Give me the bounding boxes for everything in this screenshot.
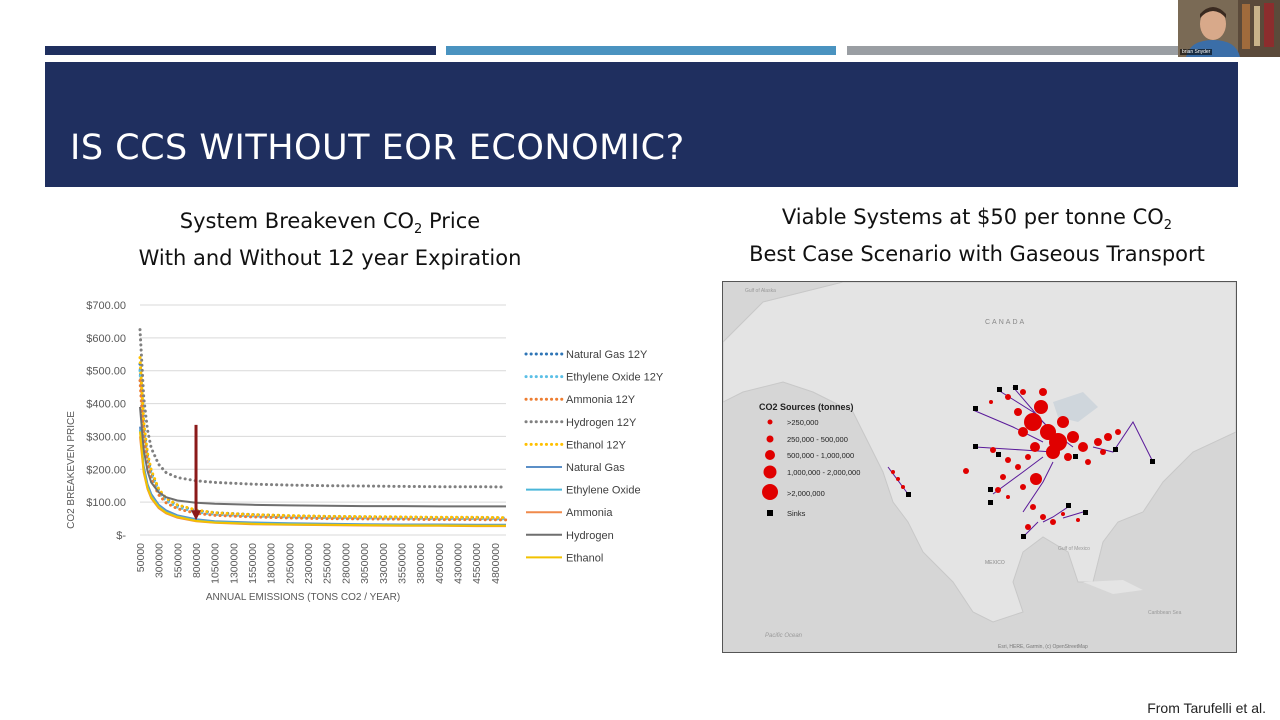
- legend-item-3: 500,000 - 1,000,000: [787, 451, 854, 460]
- map-title: Viable Systems at $50 per tonne CO2 Best…: [742, 203, 1212, 269]
- x-tick-label: 1550000: [247, 543, 259, 584]
- series-line: [138, 379, 508, 522]
- label-gulf-mexico: Gulf of Mexico: [1058, 546, 1090, 552]
- great-lakes: [1053, 392, 1098, 422]
- x-tick-label: 50000: [135, 543, 147, 572]
- x-tick-label: 550000: [172, 543, 184, 578]
- title-banner: IS CCS WITHOUT EOR ECONOMIC?: [45, 62, 1238, 187]
- x-tick-label: 4800000: [490, 543, 502, 584]
- series-line: [139, 406, 506, 508]
- y-tick-label: $200.00: [86, 464, 126, 476]
- x-tick-label: 3050000: [359, 543, 371, 584]
- x-tick-label: 3300000: [378, 543, 390, 584]
- x-tick-label: 1300000: [228, 543, 240, 584]
- legend-item-4: 1,000,000 - 2,000,000: [787, 468, 860, 477]
- cuba-island: [1083, 580, 1143, 594]
- map-attribution: Esri, HERE, Garmin, (c) OpenStreetMap: [998, 644, 1088, 650]
- y-tick-label: $-: [116, 530, 126, 542]
- legend-label: Ethanol: [566, 552, 603, 564]
- y-tick-label: $700.00: [86, 300, 126, 312]
- series-line: [139, 431, 506, 527]
- credit-text: From Tarufelli et al.: [1147, 700, 1266, 716]
- x-tick-label: 1800000: [266, 543, 278, 584]
- breakeven-chart: $- $100.00 $200.00 $300.00 $400.00 $500.00 $60…: [66, 300, 664, 603]
- map-title-line1: Viable Systems at $50 per tonne CO2: [781, 205, 1173, 234]
- legend-label: Hydrogen: [566, 530, 614, 542]
- legend-label: Hydrogen 12Y: [566, 417, 637, 429]
- x-tick-label: 2300000: [303, 543, 315, 584]
- x-tick-label: 1050000: [210, 543, 222, 584]
- x-tick-label: 2550000: [322, 543, 334, 584]
- chart-title-line1: System Breakeven CO2 Price: [179, 209, 481, 238]
- annotation-arrow-head: [191, 510, 202, 521]
- y-tick-label: $100.00: [86, 497, 126, 509]
- x-axis-title: ANNUAL EMISSIONS (TONS CO2 / YEAR): [206, 592, 400, 603]
- x-tick-label: 2800000: [340, 543, 352, 584]
- legend-item-5: >2,000,000: [787, 489, 825, 498]
- label-mexico: MEXICO: [985, 560, 1005, 566]
- x-tick-label: 3550000: [396, 543, 408, 584]
- x-tick-label: 300000: [154, 543, 166, 578]
- map-canvas: CANADA MEXICO Pacific Ocean Gulf of Alas…: [723, 282, 1236, 652]
- x-tick-label: 4550000: [471, 543, 483, 584]
- webcam-thumbnail[interactable]: brian Snyder: [1178, 0, 1280, 57]
- x-tick-label: 3800000: [415, 543, 427, 584]
- legend-title: CO2 Sources (tonnes): [759, 402, 854, 412]
- legend-item-1: >250,000: [787, 418, 819, 427]
- legend-item-2: 250,000 - 500,000: [787, 435, 848, 444]
- co2-map: CANADA MEXICO Pacific Ocean Gulf of Alas…: [722, 281, 1237, 653]
- north-america-landmass: [723, 282, 1236, 623]
- accent-bar-gray: [847, 46, 1238, 55]
- y-tick-label: $600.00: [86, 333, 126, 345]
- accent-bar-navy: [45, 46, 436, 55]
- chart-title-line2: With and Without 12 year Expiration: [138, 246, 522, 271]
- webcam-video: [1178, 0, 1280, 57]
- legend-label: Ethanol 12Y: [566, 439, 627, 451]
- label-gulf-alaska: Gulf of Alaska: [745, 288, 776, 294]
- legend-label: Ammonia: [566, 507, 613, 519]
- label-caribbean: Caribbean Sea: [1148, 610, 1182, 616]
- webcam-name-label: brian Snyder: [1180, 49, 1213, 55]
- legend-label: Natural Gas 12Y: [566, 349, 648, 361]
- slide-title: IS CCS WITHOUT EOR ECONOMIC?: [70, 128, 685, 168]
- map-title-line2: Best Case Scenario with Gaseous Transpor…: [749, 242, 1205, 267]
- y-axis-title: CO2 BREAKEVEN PRICE: [66, 411, 77, 529]
- sinks: [906, 385, 1155, 539]
- y-tick-label: $300.00: [86, 431, 126, 443]
- label-canada: CANADA: [985, 319, 1026, 326]
- accent-bar-blue: [446, 46, 836, 55]
- legend-sinks: Sinks: [787, 509, 806, 518]
- legend-label: Ethylene Oxide: [566, 485, 641, 497]
- label-pacific: Pacific Ocean: [765, 633, 803, 639]
- y-tick-label: $400.00: [86, 399, 126, 411]
- co2-sources: [891, 388, 1121, 539]
- legend-label: Ethylene Oxide 12Y: [566, 372, 664, 384]
- x-tick-label: 4300000: [452, 543, 464, 584]
- series-line: [138, 328, 508, 489]
- chart-title: System Breakeven CO2 Price With and With…: [130, 207, 530, 273]
- legend-label: Natural Gas: [566, 462, 625, 474]
- y-tick-label: $500.00: [86, 366, 126, 378]
- legend-label: Ammonia 12Y: [566, 394, 636, 406]
- x-tick-label: 800000: [191, 543, 203, 578]
- map-legend: CO2 Sources (tonnes) >250,000 250,000 - …: [759, 402, 860, 518]
- x-tick-label: 4050000: [434, 543, 446, 584]
- series-line: [138, 356, 508, 520]
- x-tick-label: 2050000: [284, 543, 296, 584]
